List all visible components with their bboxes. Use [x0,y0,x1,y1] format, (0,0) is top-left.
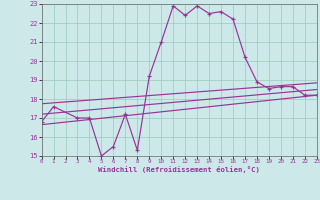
X-axis label: Windchill (Refroidissement éolien,°C): Windchill (Refroidissement éolien,°C) [98,166,260,173]
